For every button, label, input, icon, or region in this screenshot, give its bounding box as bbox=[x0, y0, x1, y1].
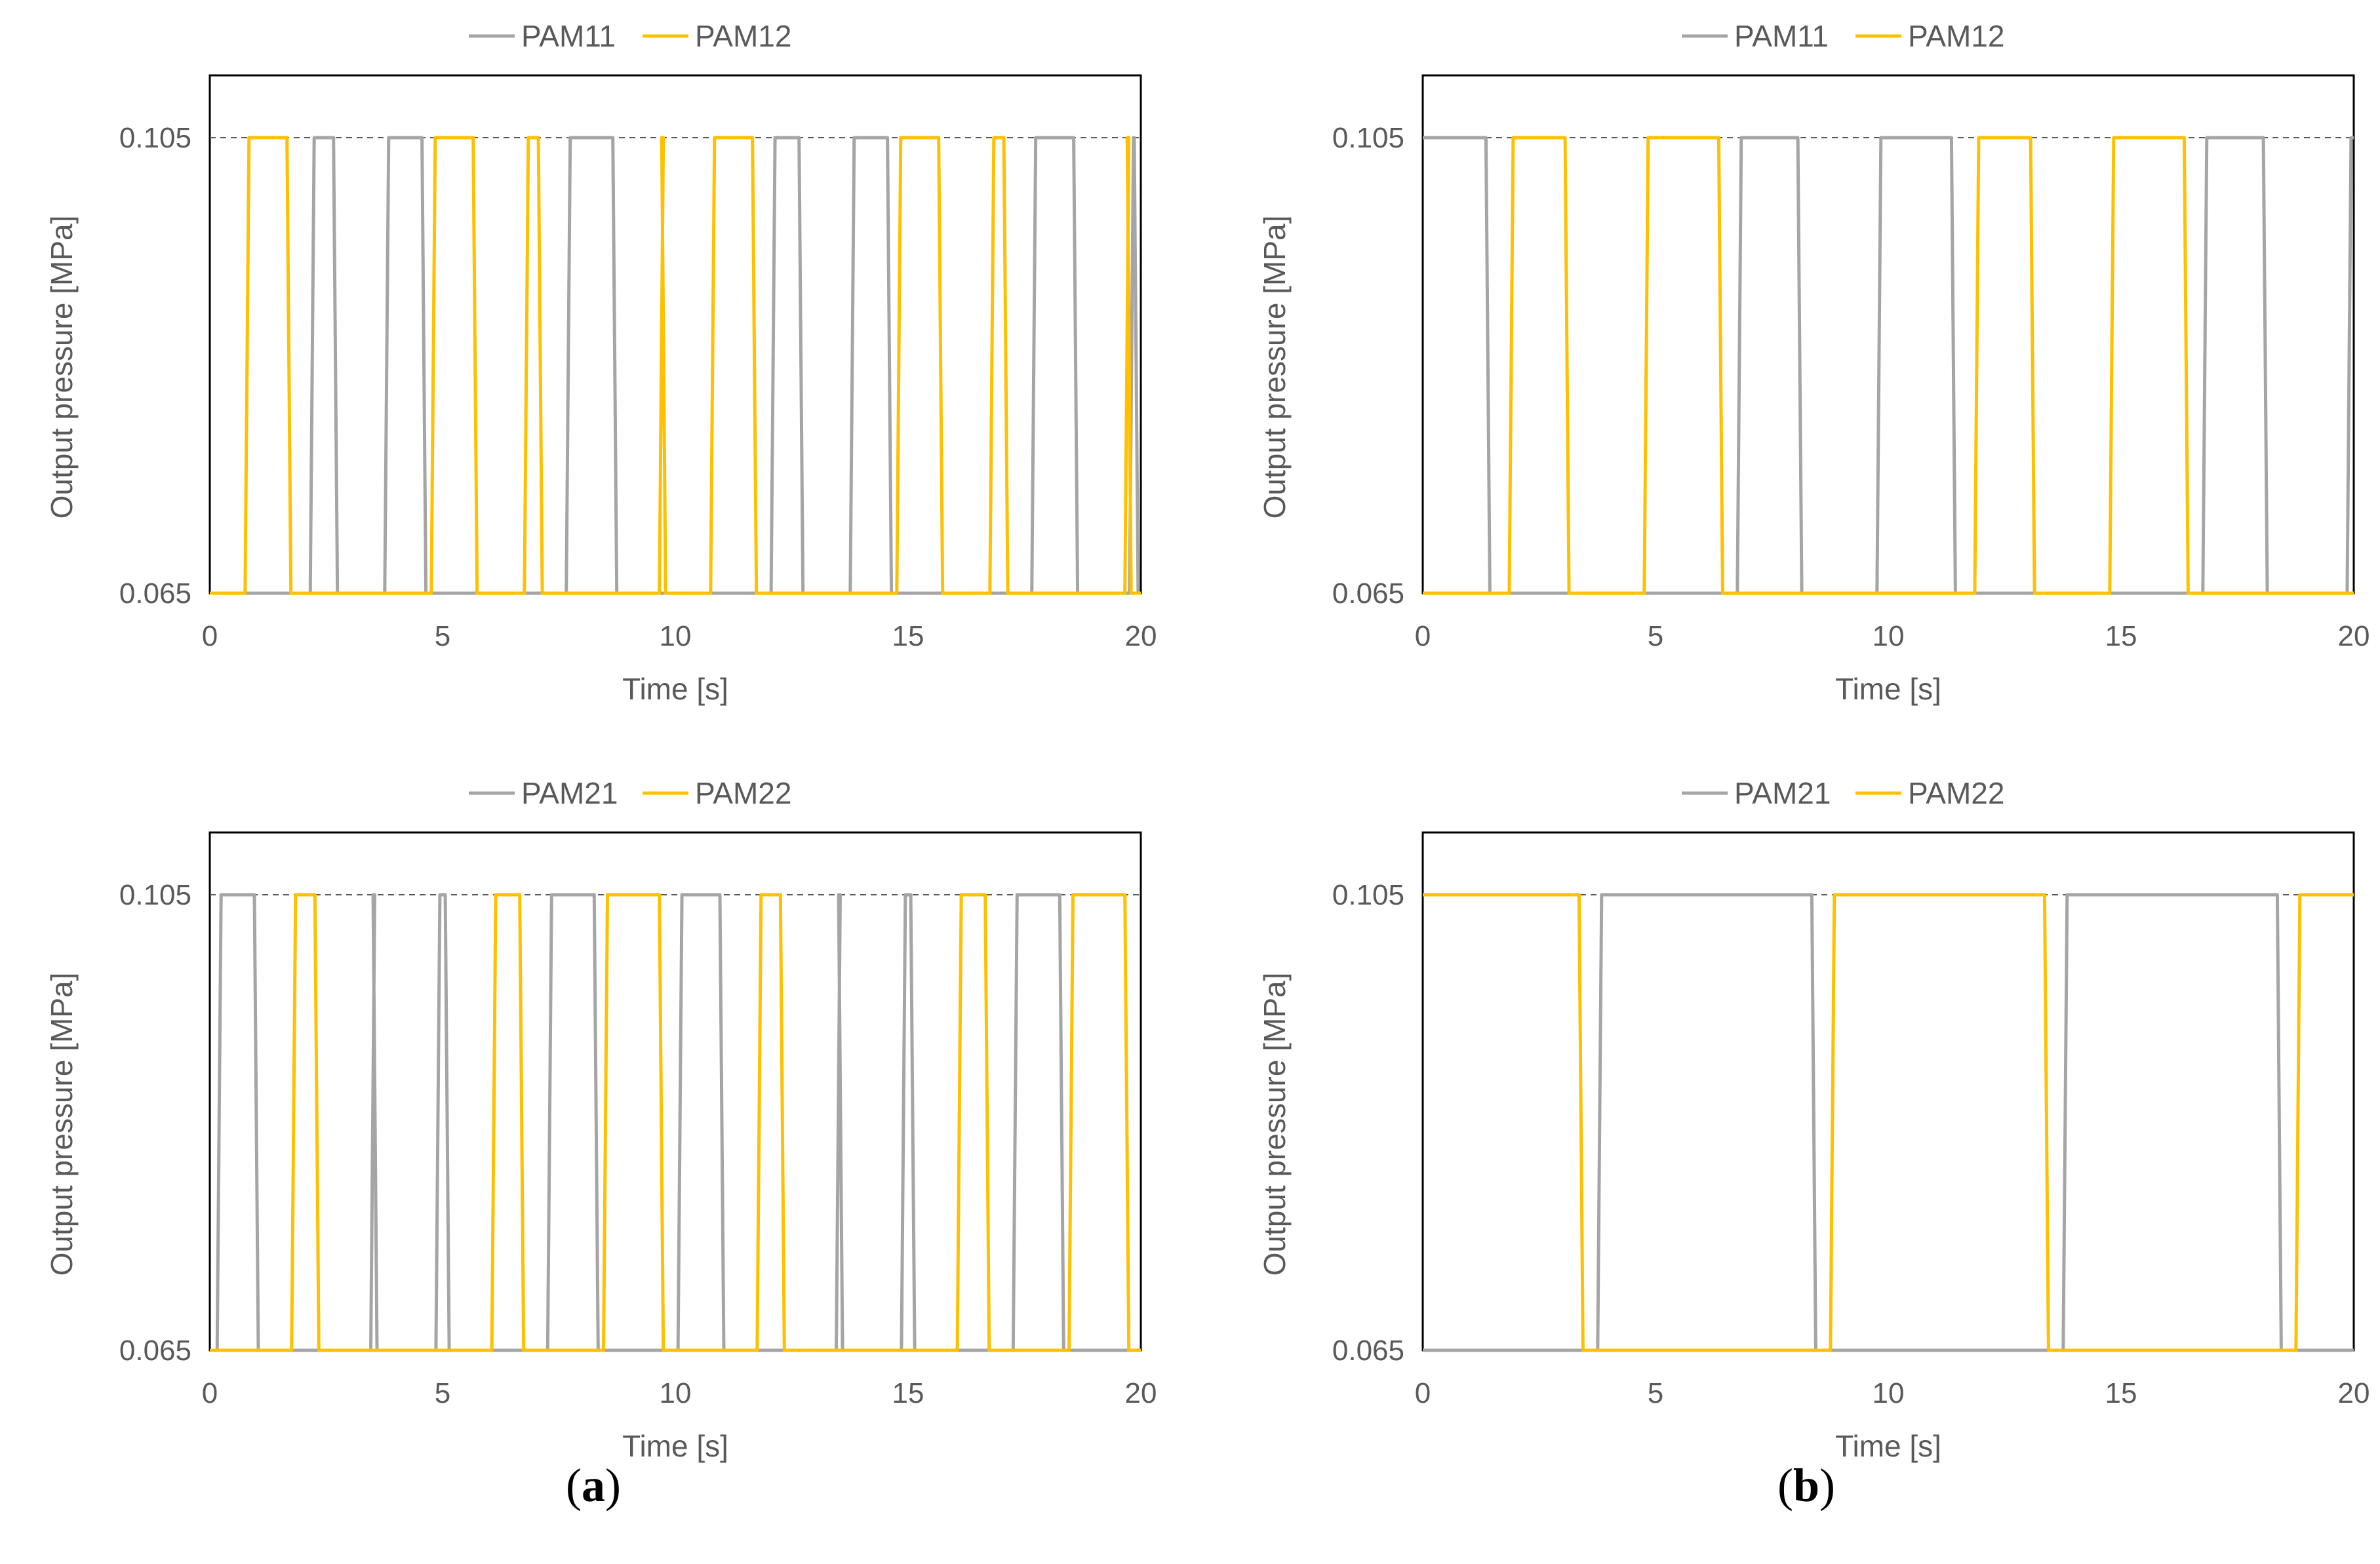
series-group bbox=[210, 893, 1141, 1352]
y-tick-label: 0.065 bbox=[119, 577, 191, 610]
x-tick-label: 15 bbox=[892, 1377, 924, 1409]
legend-label-pam11: PAM11 bbox=[1734, 19, 1829, 53]
y-tick-label: 0.065 bbox=[1332, 577, 1404, 610]
x-tick-label: 20 bbox=[2338, 1377, 2370, 1409]
legend-label-pam21: PAM21 bbox=[521, 776, 618, 810]
x-tick-label: 10 bbox=[660, 1377, 692, 1409]
x-tick-label: 0 bbox=[202, 620, 218, 652]
legend-label-pam22: PAM22 bbox=[695, 776, 791, 810]
legend: PAM21 PAM22 bbox=[1682, 776, 2004, 810]
chart-b-top: 0.105 0.065 0 5 10 15 20 Time [s] Output pressur… bbox=[1258, 19, 2370, 706]
legend-label-pam12: PAM12 bbox=[1908, 19, 2004, 53]
chart-a-top: 0.105 0.065 0 5 10 15 20 Time [s] Output pressur… bbox=[45, 19, 1157, 706]
x-tick-label: 10 bbox=[660, 620, 692, 652]
plot-frame bbox=[1421, 74, 2355, 595]
x-tick-label: 5 bbox=[1648, 620, 1663, 652]
series-line-pam22 bbox=[1423, 893, 2354, 1352]
x-tick-label: 5 bbox=[435, 1377, 450, 1409]
series-group bbox=[1423, 136, 2354, 595]
series-line-pam12 bbox=[210, 136, 1141, 595]
x-tick-label: 15 bbox=[892, 620, 924, 652]
y-tick-label: 0.105 bbox=[1332, 879, 1404, 911]
series-line-pam22 bbox=[210, 893, 1141, 1352]
series-group bbox=[1423, 893, 2354, 1352]
caption-b: (b) bbox=[1777, 1459, 1835, 1512]
series-line-pam11 bbox=[210, 136, 1141, 595]
x-tick-label: 0 bbox=[1415, 1377, 1431, 1409]
legend: PAM11 PAM12 bbox=[469, 19, 791, 53]
x-tick-label: 20 bbox=[1125, 620, 1157, 652]
x-axis-title: Time [s] bbox=[1835, 672, 1941, 706]
x-tick-label: 0 bbox=[202, 1377, 218, 1409]
x-tick-label: 20 bbox=[2338, 620, 2370, 652]
x-tick-label: 5 bbox=[435, 620, 450, 652]
caption-b-close: ) bbox=[1819, 1459, 1835, 1512]
x-tick-label: 10 bbox=[1873, 620, 1905, 652]
y-tick-label: 0.065 bbox=[1332, 1335, 1404, 1367]
series-group bbox=[210, 136, 1141, 595]
chart-a-bottom: 0.105 0.065 0 5 10 15 20 Time [s] Output pressur… bbox=[45, 776, 1157, 1463]
x-tick-label: 15 bbox=[2105, 620, 2137, 652]
plot-frame bbox=[208, 74, 1142, 595]
legend-label-pam22: PAM22 bbox=[1908, 776, 2004, 810]
caption-a-close: ) bbox=[605, 1459, 621, 1512]
x-tick-label: 20 bbox=[1125, 1377, 1157, 1409]
legend-label-pam12: PAM12 bbox=[695, 19, 791, 53]
series-line-pam12 bbox=[1423, 136, 2354, 595]
x-tick-label: 5 bbox=[1648, 1377, 1663, 1409]
legend-label-pam11: PAM11 bbox=[521, 19, 616, 53]
charts-layer: 0.105 0.065 0 5 10 15 20 Time [s] Output pressur… bbox=[45, 19, 2370, 1463]
y-axis-title: Output pressure [MPa] bbox=[1258, 216, 1292, 519]
x-axis-title: Time [s] bbox=[622, 1429, 728, 1463]
caption-a: (a) bbox=[566, 1459, 621, 1512]
x-axis-title: Time [s] bbox=[1835, 1429, 1941, 1463]
legend: PAM11 PAM12 bbox=[1682, 19, 2004, 53]
chart-b-bottom: 0.105 0.065 0 5 10 15 20 Time [s] Output pressur… bbox=[1258, 776, 2370, 1463]
x-axis-title: Time [s] bbox=[622, 672, 728, 706]
y-tick-label: 0.105 bbox=[119, 122, 191, 154]
series-line-pam21 bbox=[1423, 893, 2354, 1352]
series-line-pam11 bbox=[1423, 136, 2354, 595]
y-axis-title: Output pressure [MPa] bbox=[45, 973, 79, 1276]
series-line-pam21 bbox=[210, 893, 1141, 1352]
caption-b-letter: b bbox=[1793, 1459, 1819, 1512]
caption-b-open: ( bbox=[1777, 1459, 1793, 1512]
y-axis-title: Output pressure [MPa] bbox=[45, 216, 79, 519]
y-axis-title: Output pressure [MPa] bbox=[1258, 973, 1292, 1276]
plot-frame bbox=[1421, 831, 2355, 1352]
plot-frame bbox=[208, 831, 1142, 1352]
x-tick-label: 10 bbox=[1873, 1377, 1905, 1409]
legend: PAM21 PAM22 bbox=[469, 776, 791, 810]
x-tick-label: 15 bbox=[2105, 1377, 2137, 1409]
y-tick-label: 0.105 bbox=[119, 879, 191, 911]
y-tick-label: 0.105 bbox=[1332, 122, 1404, 154]
x-tick-label: 0 bbox=[1415, 620, 1431, 652]
caption-a-open: ( bbox=[566, 1459, 582, 1512]
caption-a-letter: a bbox=[582, 1459, 605, 1512]
y-tick-label: 0.065 bbox=[119, 1335, 191, 1367]
legend-label-pam21: PAM21 bbox=[1734, 776, 1831, 810]
